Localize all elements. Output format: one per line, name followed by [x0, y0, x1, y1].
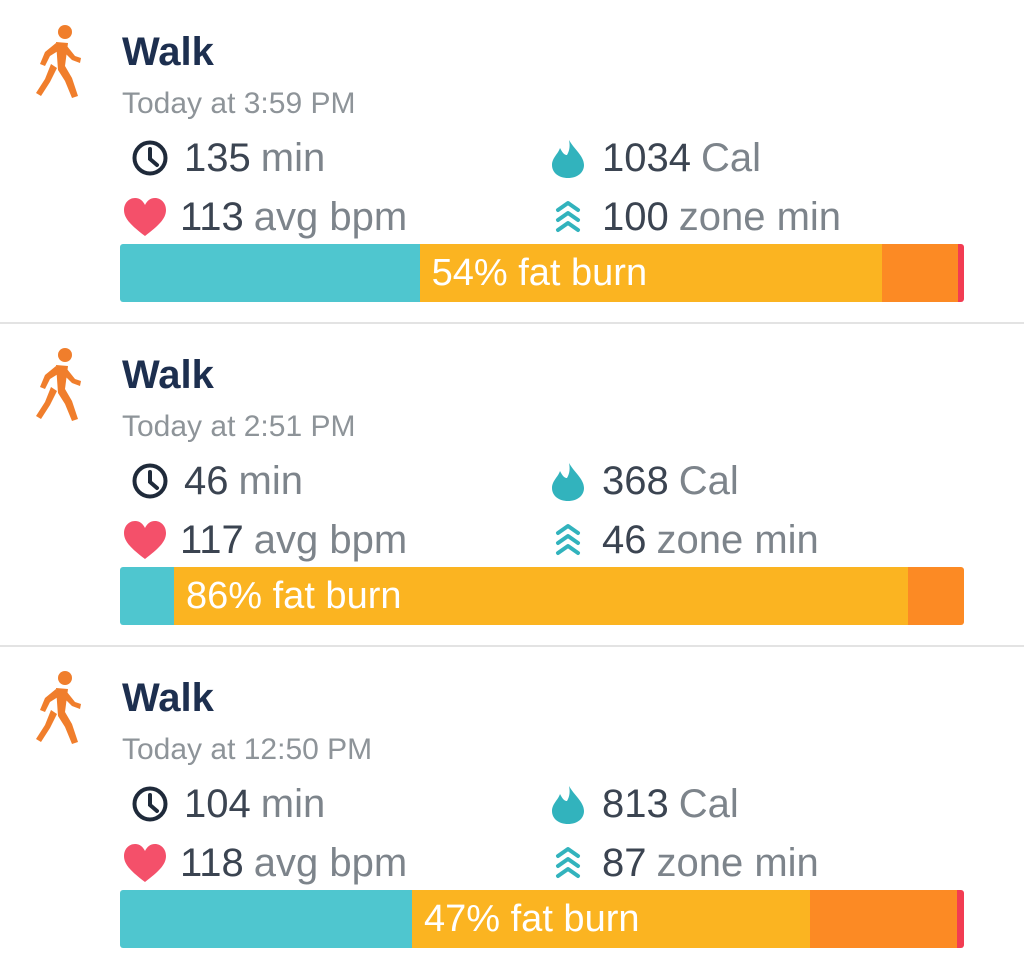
heart-icon	[124, 844, 166, 882]
heart-rate-zone-bar: 86% fat burn	[120, 567, 964, 625]
heart-rate-value: 118	[180, 841, 244, 885]
zone-peak-segment	[958, 244, 964, 302]
walking-icon	[36, 671, 81, 744]
calories-value: 813	[602, 782, 669, 826]
heart-rate-unit: avg bpm	[253, 195, 408, 239]
heart-rate-zone-bar: 54% fat burn	[120, 244, 964, 302]
heart-rate-stat: 117 avg bpm	[122, 517, 407, 563]
zone-fat-burn-segment: 86% fat burn	[174, 567, 909, 625]
activity-time: Today at 3:59 PM	[122, 87, 356, 120]
heart-icon	[124, 521, 166, 559]
activity-time: Today at 2:51 PM	[122, 410, 356, 443]
zone-minutes-stat: 100 zone min	[548, 194, 841, 240]
zone-chevrons-icon	[556, 201, 580, 232]
clock-icon	[132, 786, 168, 822]
activity-time: Today at 12:50 PM	[122, 733, 373, 766]
duration-value: 135	[184, 136, 251, 180]
duration-unit: min	[260, 136, 326, 180]
duration-stat: 104 min	[130, 781, 325, 827]
zone-cardio-segment	[882, 244, 959, 302]
fat-burn-label: 54% fat burn	[431, 252, 648, 294]
calories-stat: 1034 Cal	[548, 135, 761, 181]
heart-rate-unit: avg bpm	[253, 841, 408, 885]
heart-rate-stat: 118 avg bpm	[122, 840, 407, 886]
zone-minutes-unit: zone min	[678, 195, 842, 239]
calories-stat: 368 Cal	[548, 458, 739, 504]
walking-icon	[36, 348, 81, 421]
duration-unit: min	[260, 782, 326, 826]
heart-icon	[124, 198, 166, 236]
duration-stat: 46 min	[130, 458, 303, 504]
flame-icon	[552, 786, 584, 824]
activity-card[interactable]: Walk Today at 12:50 PM 104 min 813 Cal 1…	[0, 646, 1024, 968]
zone-minutes-value: 46	[602, 518, 647, 562]
heart-rate-stat: 113 avg bpm	[122, 194, 407, 240]
fat-burn-label: 86% fat burn	[186, 575, 402, 617]
walking-icon	[36, 25, 81, 98]
activity-title: Walk	[122, 30, 214, 74]
zone-minutes-stat: 46 zone min	[548, 517, 819, 563]
clock-icon	[132, 463, 168, 499]
zone-chevrons-icon	[556, 847, 580, 878]
fat-burn-label: 47% fat burn	[424, 898, 640, 940]
activity-title: Walk	[122, 676, 214, 720]
zone-minutes-value: 100	[602, 195, 669, 239]
heart-rate-value: 113	[180, 195, 244, 239]
calories-stat: 813 Cal	[548, 781, 739, 827]
duration-stat: 135 min	[130, 135, 325, 181]
heart-rate-zone-bar: 47% fat burn	[120, 890, 964, 948]
activity-card[interactable]: Walk Today at 2:51 PM 46 min 368 Cal 117…	[0, 323, 1024, 645]
zone-minutes-unit: zone min	[656, 841, 819, 885]
calories-unit: Cal	[678, 459, 739, 503]
calories-value: 368	[602, 459, 669, 503]
activity-title: Walk	[122, 353, 214, 397]
zone-fat-burn-segment: 47% fat burn	[412, 890, 811, 948]
zone-below-segment	[120, 244, 420, 302]
calories-unit: Cal	[678, 782, 739, 826]
zone-peak-segment	[957, 890, 964, 948]
duration-unit: min	[238, 459, 303, 503]
flame-icon	[552, 140, 584, 178]
activity-card[interactable]: Walk Today at 3:59 PM 135 min 1034 Cal 1…	[0, 0, 1024, 322]
zone-minutes-value: 87	[602, 841, 647, 885]
heart-rate-value: 117	[180, 518, 244, 562]
zone-chevrons-icon	[556, 524, 580, 555]
calories-value: 1034	[602, 136, 691, 180]
zone-cardio-segment	[908, 567, 964, 625]
clock-icon	[132, 140, 168, 176]
zone-minutes-unit: zone min	[656, 518, 819, 562]
duration-value: 104	[184, 782, 251, 826]
flame-icon	[552, 463, 584, 501]
divider	[0, 322, 1024, 324]
zone-fat-burn-segment: 54% fat burn	[419, 244, 883, 302]
divider	[0, 645, 1024, 647]
zone-cardio-segment	[810, 890, 958, 948]
duration-value: 46	[184, 459, 229, 503]
zone-below-segment	[120, 890, 413, 948]
zone-minutes-stat: 87 zone min	[548, 840, 819, 886]
calories-unit: Cal	[700, 136, 762, 180]
heart-rate-unit: avg bpm	[253, 518, 408, 562]
zone-below-segment	[120, 567, 175, 625]
